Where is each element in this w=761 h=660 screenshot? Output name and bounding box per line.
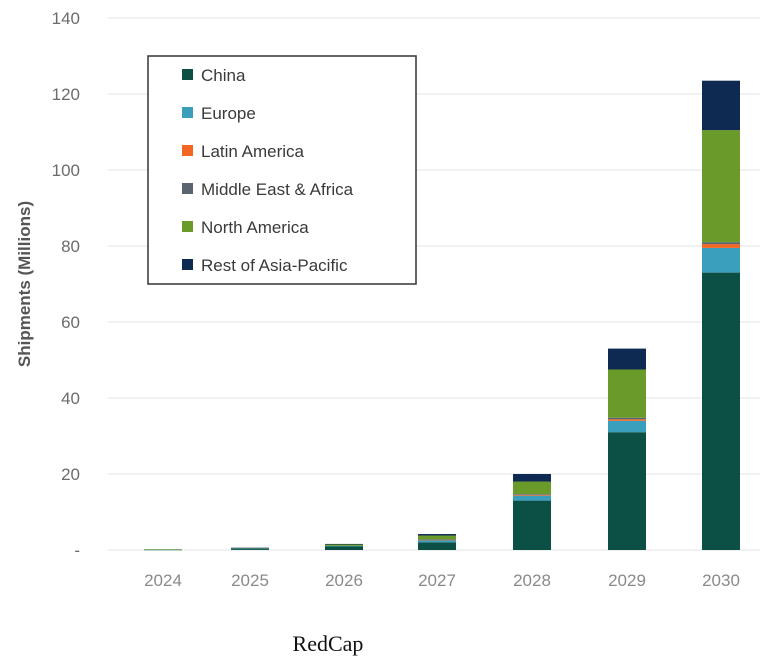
bar-segment xyxy=(418,539,456,540)
bar-segment xyxy=(702,272,740,550)
legend-swatch xyxy=(182,221,193,232)
x-tick-label: 2024 xyxy=(144,571,182,590)
bar-segment xyxy=(325,546,363,550)
x-tick-label: 2030 xyxy=(702,571,740,590)
y-tick-label: 80 xyxy=(61,237,80,256)
bar-segment xyxy=(608,419,646,421)
chart-caption: RedCap xyxy=(293,631,364,656)
legend-label: Middle East & Africa xyxy=(201,180,354,199)
bar-segment xyxy=(418,542,456,550)
bar-segment xyxy=(325,544,363,546)
bar-segment xyxy=(608,417,646,420)
bar-segment xyxy=(418,535,456,540)
legend-swatch xyxy=(182,107,193,118)
bar-segment xyxy=(702,130,740,243)
y-axis-title: Shipments (Millions) xyxy=(15,201,34,367)
bar-segment xyxy=(144,549,182,550)
bar-segment xyxy=(608,348,646,370)
x-tick-label: 2029 xyxy=(608,571,646,590)
legend-swatch xyxy=(182,183,193,194)
x-tick-label: 2025 xyxy=(231,571,269,590)
bar-segment xyxy=(325,545,363,547)
bar-segment xyxy=(513,500,551,550)
legend: China Europe Latin America Middle East & Af… xyxy=(147,55,417,285)
bar-segment xyxy=(608,369,646,418)
legend-label: Latin America xyxy=(201,142,305,161)
y-tick-label: 120 xyxy=(52,85,80,104)
legend-swatch xyxy=(182,69,193,80)
y-axis-ticks: - 20 40 60 80 100 120 140 xyxy=(52,9,80,560)
bar-segment xyxy=(418,539,456,541)
y-tick-label: 60 xyxy=(61,313,80,332)
bar-segment xyxy=(513,494,551,495)
legend-swatch xyxy=(182,145,193,156)
legend-label: China xyxy=(201,66,246,85)
bar-segment xyxy=(513,481,551,495)
y-tick-label: 20 xyxy=(61,465,80,484)
y-tick-label: - xyxy=(74,541,80,560)
y-tick-label: 40 xyxy=(61,389,80,408)
x-tick-label: 2026 xyxy=(325,571,363,590)
bar-segment xyxy=(231,548,269,550)
bar-segment xyxy=(608,420,646,433)
bar-segment xyxy=(702,244,740,248)
legend-label: Europe xyxy=(201,104,256,123)
bar-segment xyxy=(608,432,646,550)
bar-segment xyxy=(702,80,740,131)
legend-box xyxy=(147,55,417,285)
bar-segment xyxy=(513,494,551,496)
bars xyxy=(144,80,740,551)
bar-segment xyxy=(231,547,269,549)
bar-segment xyxy=(702,242,740,245)
bar-segment xyxy=(513,474,551,482)
legend-swatch xyxy=(182,259,193,270)
y-tick-label: 140 xyxy=(52,9,80,28)
legend-label: Rest of Asia-Pacific xyxy=(201,256,348,275)
x-tick-label: 2028 xyxy=(513,571,551,590)
x-tick-label: 2027 xyxy=(418,571,456,590)
bar-segment xyxy=(513,495,551,501)
legend-label: North America xyxy=(201,218,309,237)
bar-segment xyxy=(418,534,456,536)
bar-segment xyxy=(702,247,740,273)
bar-segment xyxy=(418,540,456,543)
x-axis-ticks: 2024 2025 2026 2027 2028 2029 2030 xyxy=(144,571,740,590)
y-tick-label: 100 xyxy=(52,161,80,180)
bar-segment xyxy=(325,543,363,545)
bar-segment xyxy=(231,548,269,550)
